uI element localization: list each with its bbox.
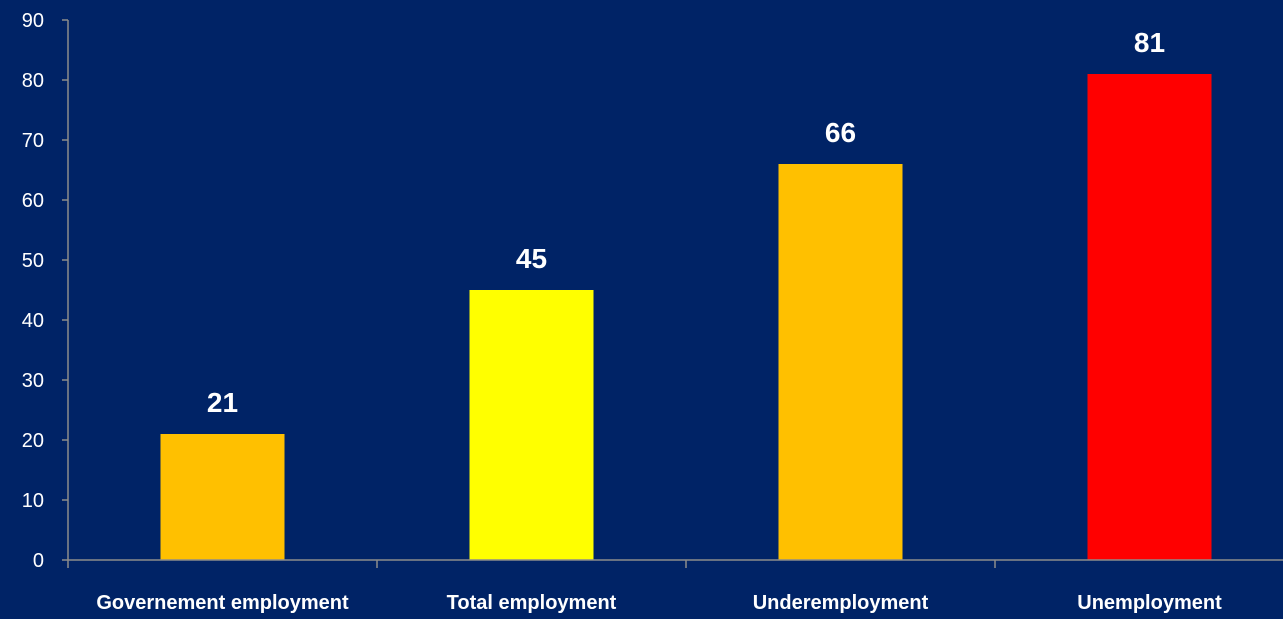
y-tick-label: 60 [22, 190, 44, 212]
y-tick-label: 70 [22, 130, 44, 152]
y-tick-label: 20 [22, 430, 44, 452]
x-axis-ticks [67, 560, 996, 568]
category-label-3: Unemployment [1077, 592, 1222, 614]
y-tick-label: 90 [22, 10, 44, 32]
bar-0 [160, 434, 285, 560]
bar-2 [778, 164, 903, 560]
bar-3 [1087, 74, 1212, 560]
y-tick-label: 30 [22, 370, 44, 392]
data-label-3: 81 [1134, 27, 1165, 58]
category-label-1: Total employment [447, 592, 617, 614]
y-tick-label: 40 [22, 310, 44, 332]
y-tick-label: 50 [22, 250, 44, 272]
bars [160, 74, 1212, 560]
y-tick-label: 0 [33, 550, 44, 572]
y-axis-ticks: 0 10 20 30 40 50 60 70 80 90 [22, 10, 68, 572]
data-label-1: 45 [516, 243, 547, 274]
data-label-0: 21 [207, 387, 238, 418]
y-tick-label: 80 [22, 70, 44, 92]
bar-1 [469, 290, 594, 560]
data-label-2: 66 [825, 117, 856, 148]
y-tick-label: 10 [22, 490, 44, 512]
category-label-2: Underemployment [753, 592, 929, 614]
category-label-0: Governement employment [96, 592, 349, 614]
category-labels: Governement employment Total employment Un… [96, 592, 1222, 614]
data-labels: 21 45 66 81 [207, 27, 1165, 418]
